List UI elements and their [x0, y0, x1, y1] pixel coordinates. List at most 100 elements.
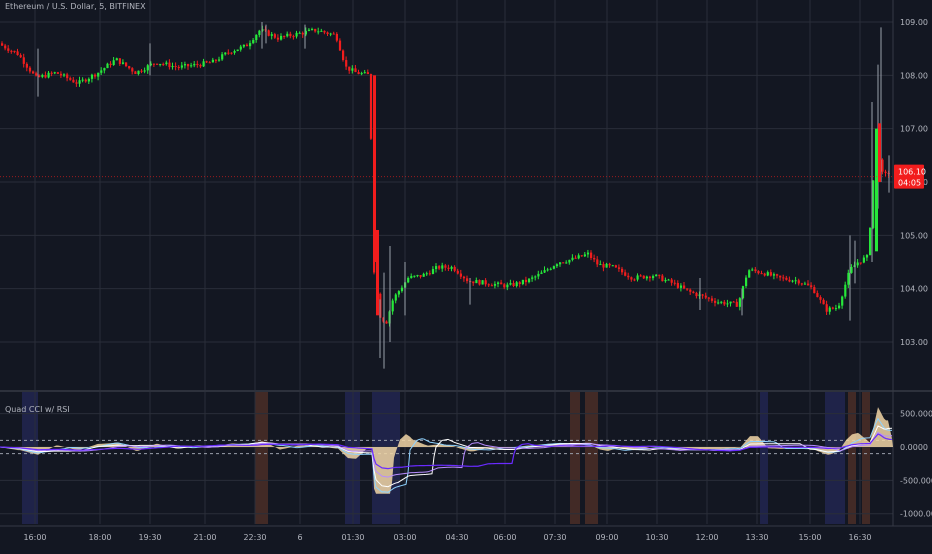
candle-body	[788, 279, 791, 282]
candle-body	[763, 273, 766, 276]
candle-body	[326, 32, 329, 35]
candle-body	[292, 36, 295, 38]
candle-body	[543, 270, 546, 273]
time-tick-label: 18:00	[88, 533, 111, 542]
candle-body	[555, 264, 559, 267]
candle-body	[791, 280, 794, 282]
candle-body	[230, 52, 233, 54]
time-tick-label: 10:30	[645, 533, 668, 542]
candle-body	[177, 66, 180, 68]
candle-body	[205, 61, 208, 63]
candle-body	[187, 64, 190, 67]
candle-body	[738, 298, 741, 307]
candle-body	[850, 267, 853, 273]
candle-body	[131, 68, 134, 72]
candle-body	[249, 43, 252, 47]
indicator-tick-label: -1000.0000	[900, 510, 932, 519]
candle-body	[100, 70, 103, 73]
candle-body	[233, 50, 236, 53]
candle-body	[841, 296, 844, 306]
time-tick-label: 15:00	[798, 533, 821, 542]
last-price-value: 106.10	[898, 168, 926, 177]
candle-body	[103, 68, 106, 71]
candle-body	[639, 275, 642, 277]
candle-body	[143, 70, 146, 72]
candle-body	[478, 280, 481, 285]
candle-body	[342, 50, 345, 61]
candle-body	[630, 277, 633, 280]
candle-body	[583, 254, 586, 257]
candle-body	[159, 63, 162, 65]
candle-body	[745, 277, 748, 287]
indicator-band	[570, 392, 580, 524]
candle-body	[599, 264, 602, 266]
candle-body	[56, 72, 59, 74]
candle-body	[53, 72, 56, 74]
time-tick-label: 16:30	[848, 533, 871, 542]
indicator-tick-label: 0.0000	[900, 443, 928, 452]
candle-body	[760, 273, 763, 275]
candle-body	[301, 32, 304, 35]
candle-body	[803, 283, 807, 285]
candle-body	[422, 273, 425, 277]
candle-body	[614, 265, 617, 268]
candle-body	[484, 280, 487, 285]
candle-body	[156, 63, 159, 65]
candle-body	[41, 74, 44, 77]
candle-body	[109, 63, 112, 65]
candle-body	[776, 274, 779, 276]
candle-body	[797, 280, 800, 284]
candle-body	[137, 70, 140, 75]
candle-body	[679, 285, 683, 288]
candle-body	[627, 275, 630, 278]
candle-body	[199, 65, 202, 67]
candle-body	[236, 49, 239, 51]
candle-body	[400, 287, 404, 292]
candle-body	[862, 257, 865, 263]
candle-body	[766, 272, 769, 276]
time-tick-label: 19:30	[138, 533, 161, 542]
time-tick-label: 06:00	[493, 533, 516, 542]
candle-body	[546, 269, 549, 271]
candle-body	[447, 267, 450, 269]
candle-body	[146, 65, 149, 71]
candle-body	[329, 33, 332, 35]
candle-body	[859, 262, 862, 264]
candle-body	[462, 276, 466, 279]
candle-body	[180, 65, 183, 68]
candle-body	[704, 295, 707, 298]
candle-body	[286, 33, 289, 37]
candle-body	[865, 254, 869, 258]
candle-body	[50, 72, 53, 74]
candle-body	[32, 71, 35, 74]
candle-body	[357, 72, 360, 75]
candle-body	[642, 275, 645, 279]
candle-body	[490, 285, 493, 287]
candle-body	[475, 280, 478, 284]
candle-body	[676, 283, 679, 288]
price-tick-label: 109.00	[900, 18, 928, 27]
indicator-band	[862, 392, 870, 524]
candle-body	[66, 74, 69, 79]
candle-body	[648, 276, 652, 279]
candle-body	[311, 28, 314, 30]
candle-body	[466, 278, 469, 282]
candle-body	[652, 276, 655, 279]
candle-body	[239, 46, 242, 50]
candle-body	[304, 30, 307, 35]
candle-body	[794, 280, 797, 282]
grid	[0, 0, 893, 524]
candle-body	[218, 59, 221, 61]
candle-body	[695, 292, 698, 297]
candle-body	[782, 277, 785, 279]
candle-body	[503, 284, 506, 288]
candle-body	[658, 274, 661, 276]
indicator-tick-label: 500.0000	[900, 410, 932, 419]
candle-body	[149, 63, 152, 66]
candle-body	[323, 30, 326, 33]
candle-body	[44, 74, 47, 78]
candle-body	[872, 180, 875, 228]
candle-body	[419, 275, 422, 277]
